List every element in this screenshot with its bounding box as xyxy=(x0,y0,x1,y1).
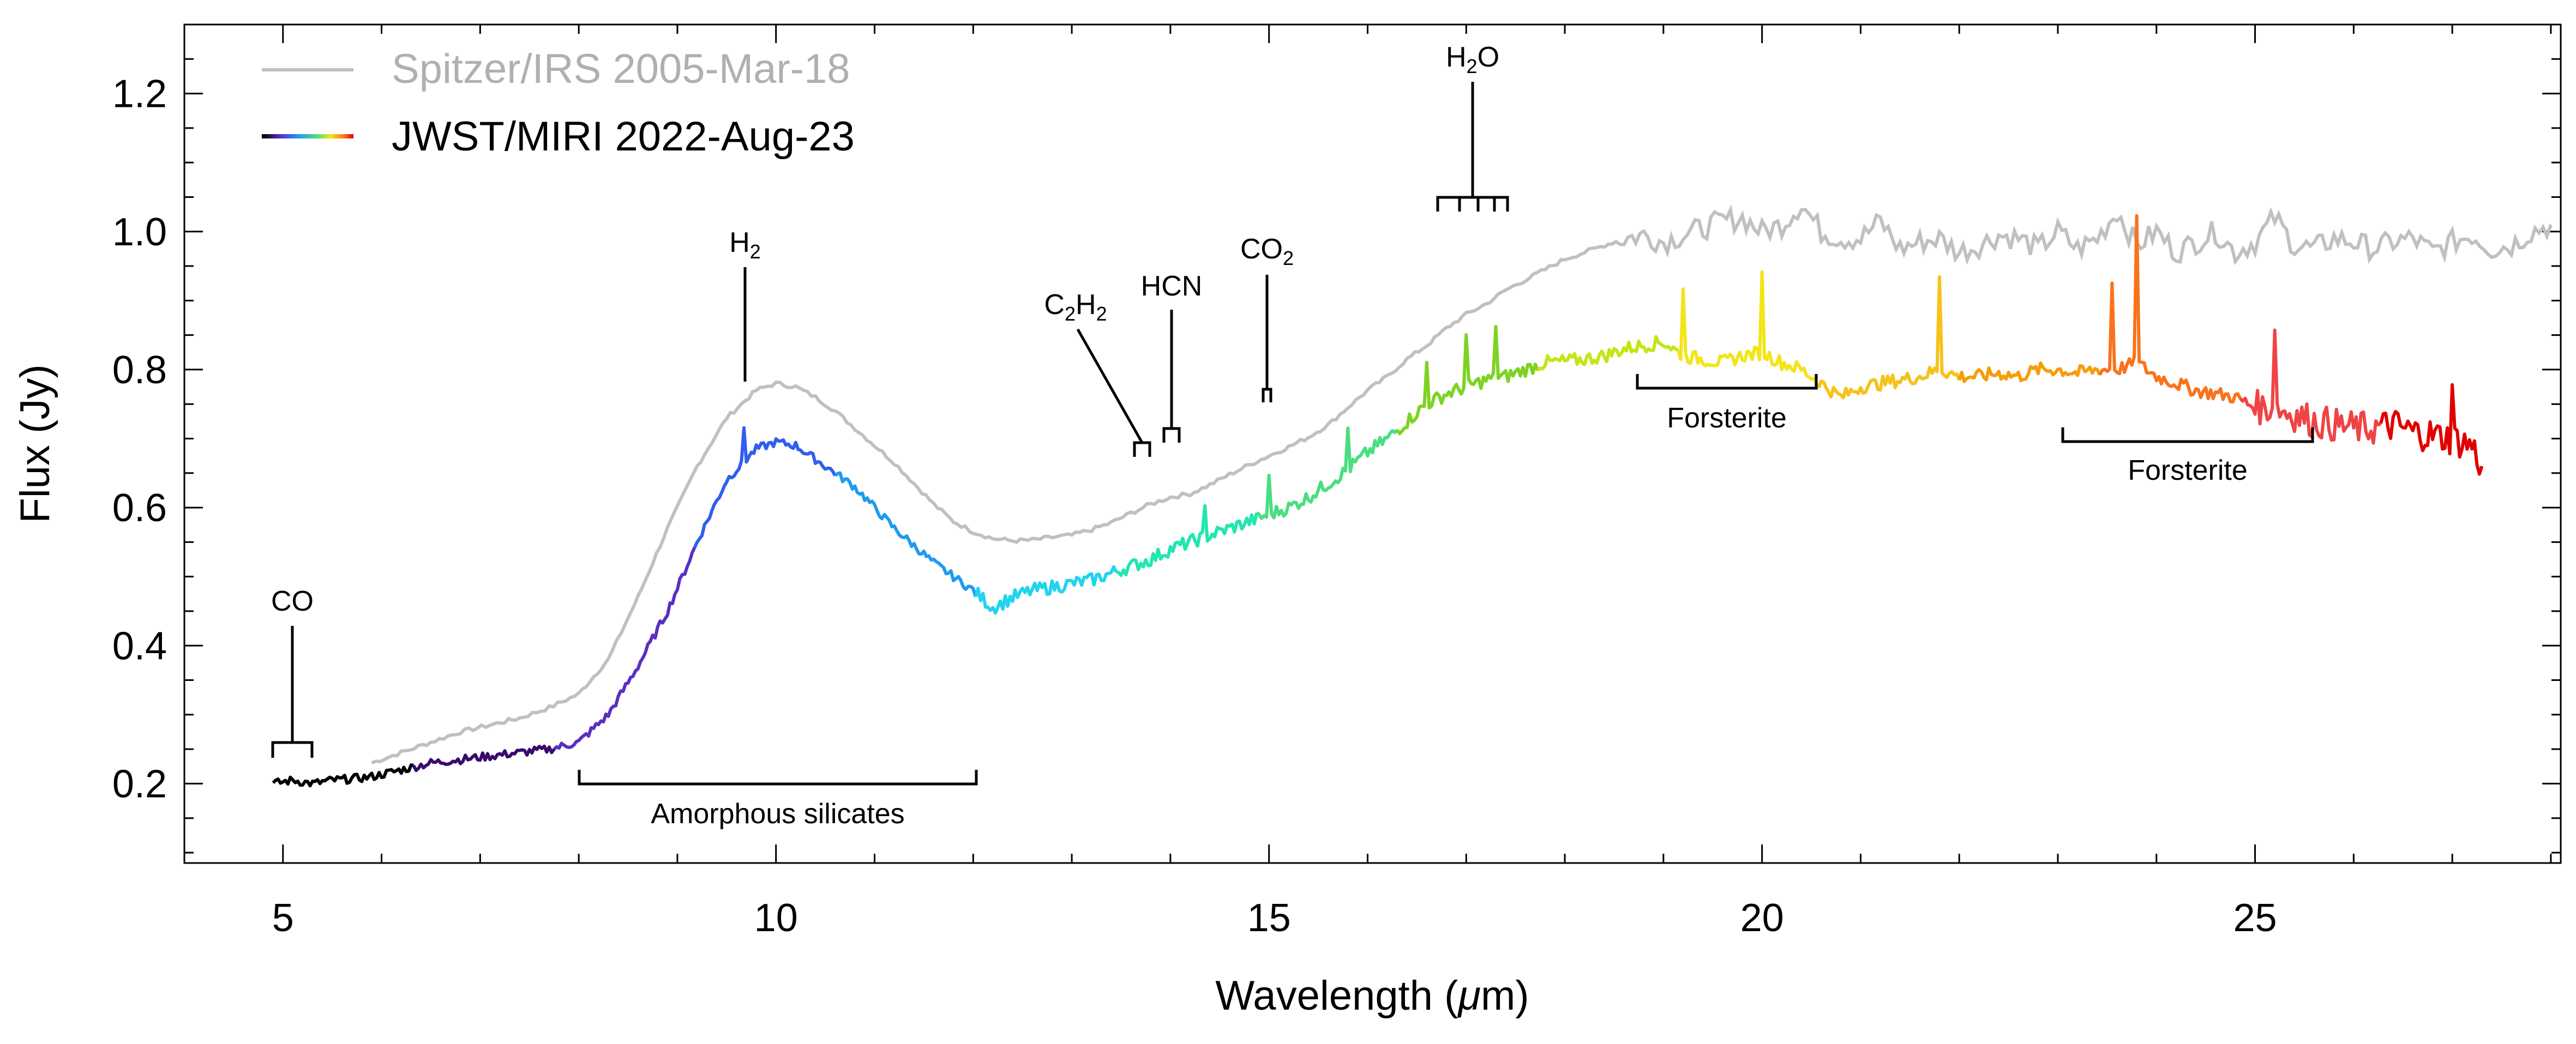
legend-jwst-label: JWST/MIRI 2022-Aug-23 xyxy=(392,113,855,160)
jwst-segment xyxy=(2098,214,2242,404)
h2o-marker xyxy=(1436,82,1509,212)
jwst-segment xyxy=(693,426,837,548)
jwst-segment xyxy=(1256,426,1398,520)
jwst-segment xyxy=(1677,270,1821,389)
x-tick-label: 5 xyxy=(272,896,294,940)
forsterite-label-2: Forsterite xyxy=(2128,455,2248,486)
amorphous-bracket xyxy=(578,770,978,786)
y-axis-title: Flux (Jy) xyxy=(12,364,58,523)
jwst-segment xyxy=(834,471,977,598)
x-axis-title: Wavelength (μm) xyxy=(1215,973,1529,1019)
jwst-segment xyxy=(1817,275,1961,400)
jwst-segment xyxy=(1396,324,1540,436)
co-marker xyxy=(271,626,314,758)
forsterite-label-1: Forsterite xyxy=(1667,402,1787,434)
x-tick-label: 15 xyxy=(1247,896,1291,940)
axis-tick-labels: 5 10 15 20 25 0.2 0.4 0.6 0.8 1.0 1.2 xyxy=(112,73,2277,940)
h2o-label: H2O xyxy=(1446,41,1499,77)
jwst-segment xyxy=(2379,383,2484,476)
jwst-segment xyxy=(412,744,556,773)
plot-frame xyxy=(183,23,2562,864)
jwst-segment xyxy=(272,763,415,788)
series-jwst-line xyxy=(272,214,2484,788)
hcn-label: HCN xyxy=(1141,270,1203,302)
y-tick-label: 0.6 xyxy=(112,486,167,530)
co-label: CO xyxy=(271,586,314,617)
x-tick-label: 20 xyxy=(1740,896,1784,940)
y-tick-label: 1.0 xyxy=(112,210,167,254)
h2-label: H2 xyxy=(729,227,761,263)
series-spitzer-line xyxy=(371,204,2553,765)
co2-marker xyxy=(1262,275,1272,402)
forsterite-bracket-2 xyxy=(2061,427,2314,443)
annotations xyxy=(271,82,2314,786)
y-tick-label: 0.4 xyxy=(112,624,167,668)
y-tick-label: 0.2 xyxy=(112,762,167,806)
jwst-segment xyxy=(974,565,1118,615)
legend: Spitzer/IRS 2005-Mar-18 JWST/MIRI 2022-A… xyxy=(262,46,855,160)
jwst-segment xyxy=(2239,328,2382,445)
hcn-marker xyxy=(1162,310,1181,443)
series-layer xyxy=(272,204,2553,788)
jwst-segment xyxy=(1957,361,2101,383)
legend-jwst-swatch xyxy=(262,134,353,138)
c2h2-marker xyxy=(1076,328,1151,457)
y-tick-label: 1.2 xyxy=(112,73,167,116)
y-tick-label: 0.8 xyxy=(112,348,167,392)
jwst-segment xyxy=(1536,335,1679,372)
x-tick-label: 25 xyxy=(2233,896,2277,940)
amorphous-label: Amorphous silicates xyxy=(651,798,904,830)
c2h2-label: C2H2 xyxy=(1044,289,1107,325)
axis-ticks xyxy=(183,23,2561,863)
x-tick-label: 10 xyxy=(754,896,798,940)
legend-spitzer-label: Spitzer/IRS 2005-Mar-18 xyxy=(392,46,850,92)
jwst-segment xyxy=(553,547,696,751)
jwst-segment xyxy=(1115,504,1259,577)
co2-label: CO2 xyxy=(1240,233,1294,269)
forsterite-bracket-1 xyxy=(1636,374,1818,390)
